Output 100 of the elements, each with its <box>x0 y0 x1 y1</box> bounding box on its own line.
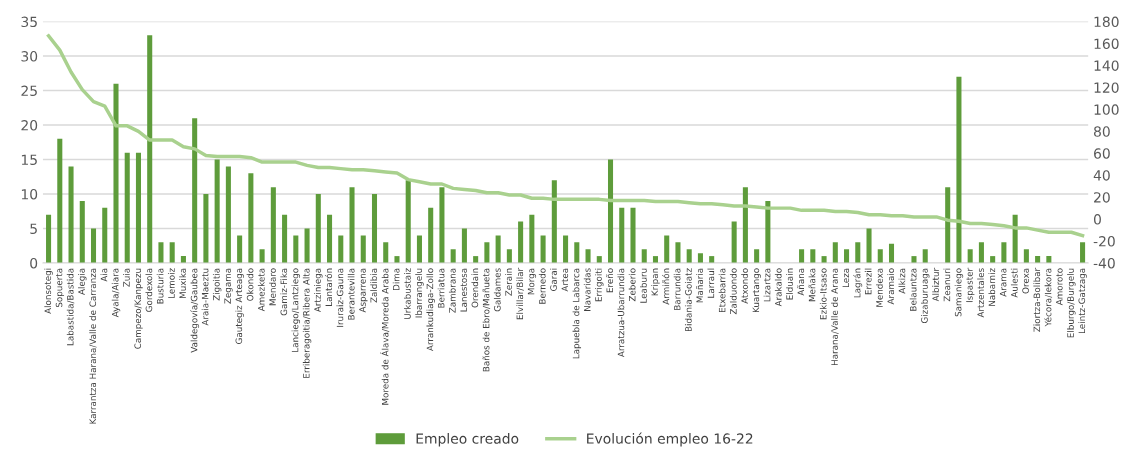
x-tick-label: Muxika <box>179 268 186 298</box>
bar <box>338 235 344 264</box>
bar <box>124 152 130 264</box>
bar <box>675 242 681 264</box>
x-tick-label: Mendaro <box>269 268 276 306</box>
bar <box>169 242 175 264</box>
x-tick-label: Labastida/Bastida <box>66 268 75 346</box>
x-tick-label: Harana/Valle de Arana <box>831 268 839 366</box>
bar <box>799 249 805 264</box>
y2-tick-label: -20 <box>1093 236 1115 247</box>
x-tick-label: Atxondo <box>741 268 748 304</box>
bar <box>664 235 670 264</box>
x-tick-label: Gizaburuaga <box>920 268 930 324</box>
x-tick-label: Bidania-Goiatz <box>684 268 692 332</box>
x-tick-label: Gautegiz Arteaga <box>235 268 244 344</box>
x-tick-label: Yécora/Iekora <box>1044 268 1053 327</box>
y2-tick-label: 100 <box>1094 104 1119 115</box>
y-tick-label: 0 <box>30 257 38 269</box>
bar <box>135 152 141 264</box>
bar <box>832 242 838 264</box>
x-tick-label: Belauntza <box>909 268 917 311</box>
x-tick-label: Asparrena <box>359 268 368 313</box>
bar <box>978 242 984 264</box>
y2-tick-label: 40 <box>1093 170 1110 181</box>
bar <box>888 243 895 264</box>
x-tick-label: Zerain <box>505 268 512 296</box>
x-tick-label: Lemoiz <box>167 268 175 299</box>
bar <box>237 235 243 264</box>
x-tick-label: Ezkio-Itsaso <box>819 268 827 320</box>
x-tick-label: Ayala/Aiara <box>111 268 121 318</box>
bar <box>574 242 580 264</box>
x-tick-label: Zegama <box>224 268 233 304</box>
x-tick-label: Zuia <box>123 268 130 287</box>
bar <box>371 194 378 264</box>
x-tick-label: Arama <box>999 268 1007 297</box>
bar <box>158 242 164 264</box>
bar <box>506 249 512 264</box>
y-tick-label: 5 <box>30 223 37 234</box>
x-tick-label: Aia <box>100 268 108 282</box>
x-tick-label: Garai <box>550 268 557 291</box>
bar <box>282 214 288 264</box>
x-tick-label: Lanciego/Lantziego <box>291 268 301 352</box>
bar <box>225 166 231 264</box>
x-tick-label: Gordexola <box>145 268 153 312</box>
x-tick-label: Meñaka <box>808 268 816 302</box>
bar <box>585 249 591 264</box>
y2-tick-label: 120 <box>1094 82 1119 93</box>
x-tick-label: Campezo/Kanpezu <box>134 268 143 349</box>
x-tick-label: Aramaio <box>887 268 895 305</box>
y2-tick-label: 0 <box>1093 214 1101 225</box>
x-tick-label: Dima <box>392 268 400 291</box>
x-tick-label: Mañaria <box>696 268 703 303</box>
x-tick-label: Kripan <box>651 268 660 296</box>
bar <box>349 187 355 264</box>
bar <box>1080 242 1086 264</box>
x-tick-label: Alonsotegi <box>44 268 53 314</box>
bar <box>450 249 456 264</box>
legend-label: Empleo creado <box>416 433 519 447</box>
y2-tick-label: 60 <box>1094 148 1110 159</box>
x-tick-label: Galdames <box>493 268 501 312</box>
bar <box>416 235 422 264</box>
bar <box>113 83 119 264</box>
x-tick-label: Zigoitia <box>212 268 222 301</box>
x-tick-label: Aulesti <box>1010 268 1018 298</box>
bar <box>203 194 209 264</box>
bar <box>922 249 928 264</box>
legend-label: Evolución empleo 16-22 <box>587 432 753 447</box>
x-tick-label: Sopuerta <box>55 268 65 308</box>
x-tick-label: Elburgo/Burgelu <box>1067 268 1076 338</box>
x-tick-label: Añana <box>797 268 805 296</box>
x-tick-label: Busturia <box>156 268 164 304</box>
bar <box>248 173 254 264</box>
bar <box>461 228 467 264</box>
y2-tick-label: 180 <box>1094 16 1119 28</box>
bar <box>956 76 962 264</box>
x-tick-label: Errigoiti <box>595 268 604 302</box>
x-tick-label: Elduain <box>786 268 793 300</box>
x-tick-label: Artzentales <box>977 268 984 318</box>
bar <box>518 221 524 264</box>
bar <box>315 194 321 264</box>
bar <box>214 159 220 264</box>
line-series <box>46 34 1085 238</box>
x-tick-label: Lantarón <box>324 268 333 306</box>
bar <box>327 214 333 264</box>
x-tick-label: Berantevilla <box>347 268 355 320</box>
bar <box>46 214 52 264</box>
x-tick-label: Errezil <box>864 268 872 295</box>
x-tick-label: Nabarniz <box>988 268 996 306</box>
bar <box>90 228 97 264</box>
x-tick-label: Karrantza Harana/Valle de Carranza <box>89 268 97 424</box>
x-tick-label: Mendexa <box>876 268 883 307</box>
y2-tick-label: -40 <box>1093 257 1115 269</box>
bar <box>102 207 108 264</box>
bar <box>1023 249 1029 264</box>
bar <box>1001 242 1007 264</box>
bar <box>529 214 535 264</box>
x-tick-label: Samaniego <box>954 268 964 317</box>
bar <box>877 249 883 264</box>
bar <box>765 200 771 264</box>
bar <box>68 166 74 264</box>
